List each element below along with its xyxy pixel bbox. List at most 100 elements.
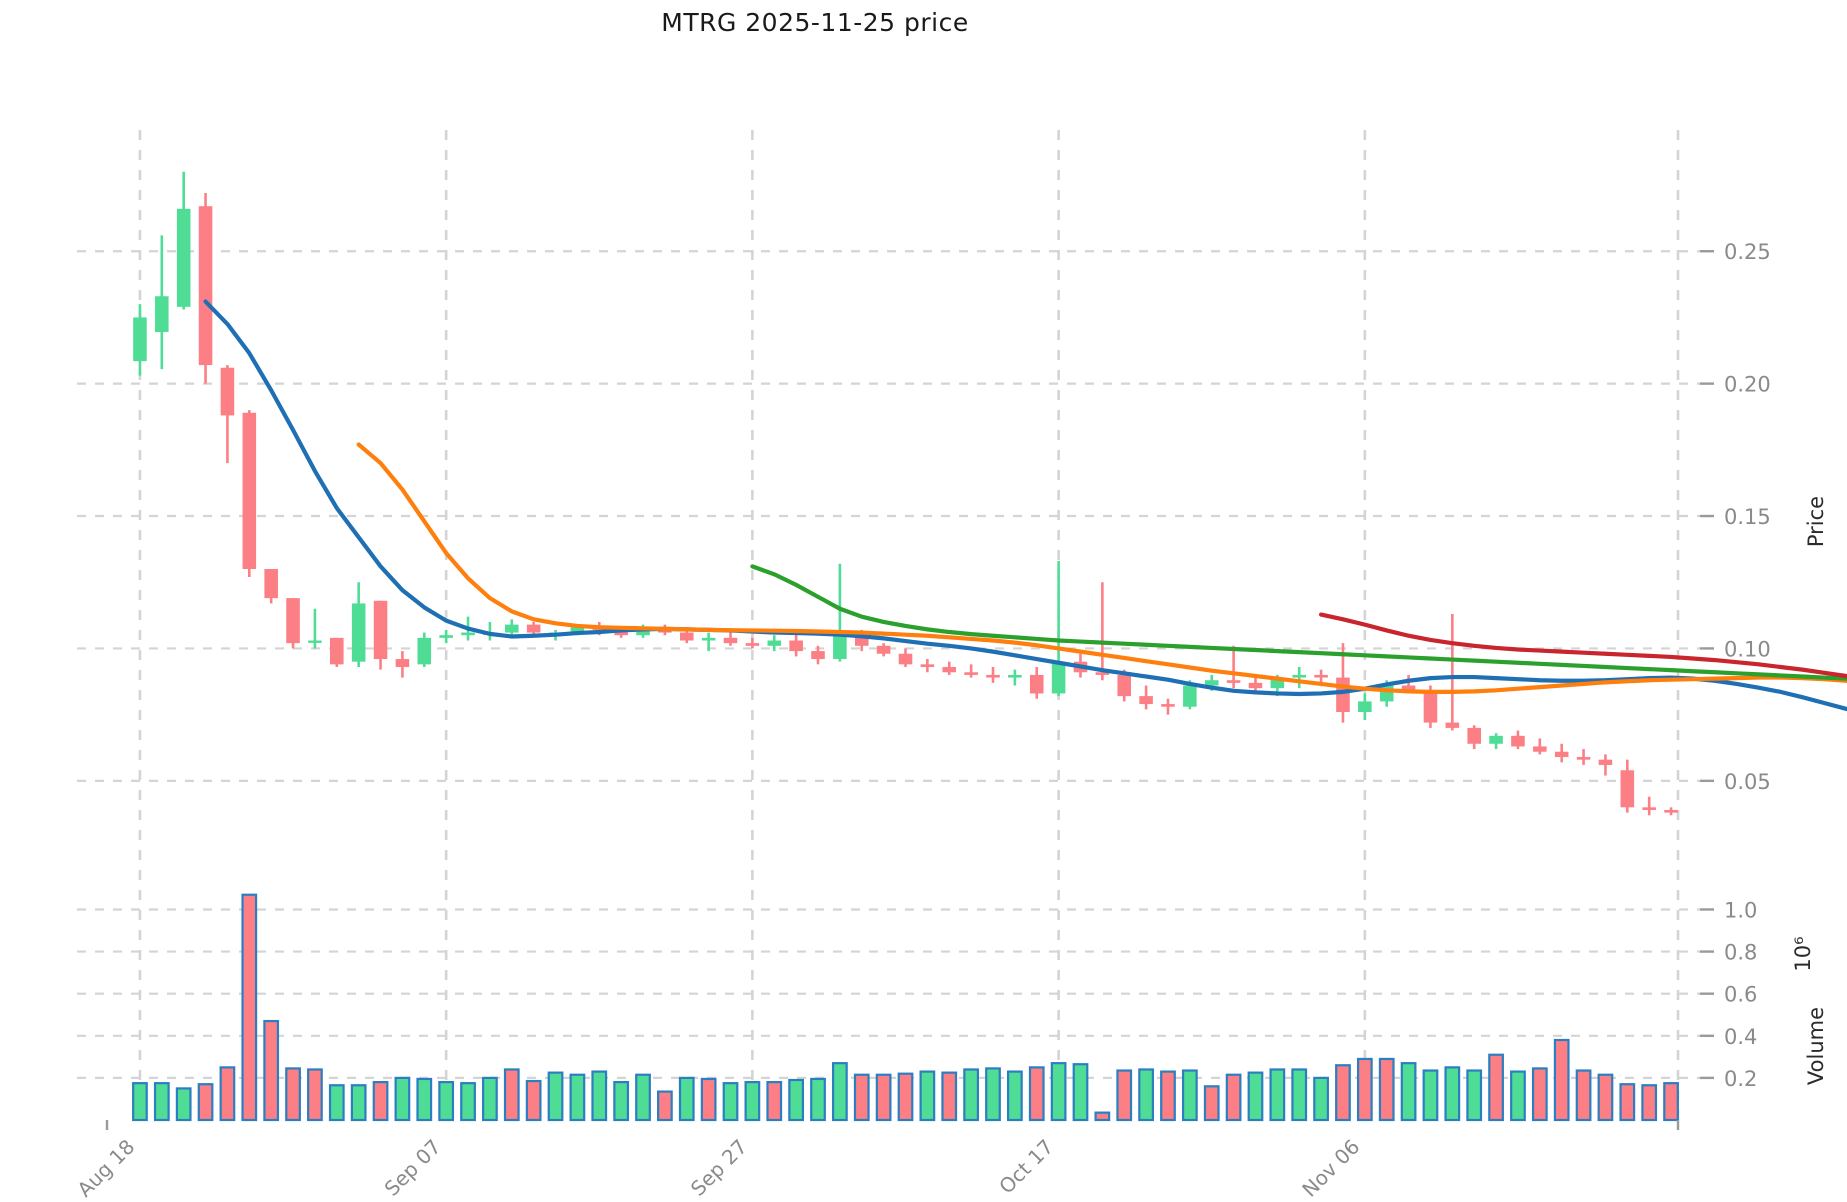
volume-bar[interactable]: [766, 1081, 783, 1122]
volume-bar[interactable]: [394, 1076, 411, 1122]
volume-bar[interactable]: [1444, 1066, 1461, 1122]
candle-body[interactable]: [264, 569, 278, 599]
candle-body[interactable]: [395, 659, 410, 667]
candle-body[interactable]: [920, 664, 935, 667]
volume-bar[interactable]: [1247, 1071, 1264, 1122]
candle-body[interactable]: [1576, 757, 1591, 760]
candle-body[interactable]: [767, 640, 782, 646]
volume-bar[interactable]: [722, 1082, 739, 1122]
candle-body[interactable]: [133, 317, 147, 362]
volume-bar[interactable]: [1225, 1073, 1242, 1122]
candle-body[interactable]: [1642, 807, 1656, 810]
candle-body[interactable]: [1270, 677, 1285, 689]
candle-body[interactable]: [942, 666, 957, 673]
volume-bar[interactable]: [788, 1078, 805, 1122]
volume-bar[interactable]: [1663, 1082, 1679, 1122]
volume-bar[interactable]: [591, 1070, 608, 1122]
volume-bar[interactable]: [1422, 1069, 1439, 1122]
volume-bar[interactable]: [569, 1073, 586, 1122]
volume-bar[interactable]: [547, 1071, 564, 1122]
candle-body[interactable]: [1620, 770, 1635, 808]
volume-bar[interactable]: [438, 1081, 455, 1122]
candle-body[interactable]: [1533, 746, 1547, 752]
volume-bar[interactable]: [635, 1073, 651, 1122]
candle-body[interactable]: [439, 635, 453, 638]
candle-body[interactable]: [789, 640, 803, 652]
volume-bar[interactable]: [1531, 1067, 1548, 1122]
volume-bar[interactable]: [1072, 1063, 1089, 1122]
volume-bar[interactable]: [744, 1081, 761, 1122]
volume-bar[interactable]: [1006, 1070, 1023, 1122]
candle-body[interactable]: [570, 627, 585, 633]
candle-body[interactable]: [1467, 727, 1481, 744]
candle-body[interactable]: [1248, 682, 1263, 689]
candle-body[interactable]: [505, 624, 519, 633]
volume-bar[interactable]: [1597, 1073, 1614, 1122]
volume-bar[interactable]: [1291, 1068, 1308, 1122]
candle-body[interactable]: [614, 629, 628, 636]
candle-body[interactable]: [1336, 677, 1350, 712]
candle-body[interactable]: [242, 412, 257, 569]
volume-bar[interactable]: [700, 1077, 717, 1122]
candle-body[interactable]: [308, 640, 322, 643]
volume-bar[interactable]: [1313, 1076, 1329, 1122]
candle-body[interactable]: [1226, 680, 1241, 683]
candle-body[interactable]: [833, 632, 847, 660]
volume-bar[interactable]: [1116, 1069, 1133, 1122]
candle-body[interactable]: [745, 643, 760, 646]
volume-bar[interactable]: [328, 1084, 345, 1122]
candle-body[interactable]: [1401, 685, 1416, 691]
candle-body[interactable]: [1139, 696, 1153, 705]
volume-bar[interactable]: [897, 1072, 914, 1122]
volume-bar[interactable]: [503, 1068, 520, 1122]
volume-bar[interactable]: [1488, 1053, 1504, 1122]
volume-bar[interactable]: [219, 1066, 236, 1122]
candle-body[interactable]: [526, 624, 541, 633]
volume-bar[interactable]: [1335, 1064, 1351, 1122]
volume-bar[interactable]: [831, 1062, 848, 1122]
candle-body[interactable]: [811, 651, 825, 660]
candle-body[interactable]: [1358, 701, 1372, 712]
candle-body[interactable]: [876, 645, 891, 654]
volume-bar[interactable]: [1269, 1068, 1286, 1122]
volume-bar[interactable]: [613, 1081, 630, 1122]
volume-bar[interactable]: [1028, 1066, 1045, 1122]
candle-body[interactable]: [701, 637, 716, 641]
candle-body[interactable]: [1051, 661, 1066, 694]
volume-bar[interactable]: [1466, 1069, 1483, 1122]
candle-body[interactable]: [679, 632, 694, 641]
volume-bar[interactable]: [657, 1090, 673, 1122]
volume-bar[interactable]: [1400, 1062, 1417, 1122]
volume-bar[interactable]: [460, 1082, 476, 1122]
candle-body[interactable]: [1664, 809, 1678, 813]
volume-bar[interactable]: [875, 1073, 892, 1122]
volume-bar[interactable]: [482, 1076, 498, 1122]
candle-body[interactable]: [964, 672, 978, 675]
candle-body[interactable]: [176, 208, 191, 307]
candle-body[interactable]: [1117, 674, 1132, 697]
volume-bar[interactable]: [416, 1077, 433, 1122]
volume-bar[interactable]: [853, 1073, 870, 1122]
volume-bar[interactable]: [1510, 1070, 1526, 1122]
volume-bar[interactable]: [263, 1019, 280, 1122]
volume-bar[interactable]: [241, 893, 258, 1122]
volume-bar[interactable]: [197, 1083, 214, 1122]
volume-bar[interactable]: [810, 1077, 826, 1122]
volume-bar[interactable]: [963, 1068, 980, 1122]
volume-bar[interactable]: [132, 1082, 148, 1122]
volume-bar[interactable]: [350, 1084, 367, 1122]
candle-body[interactable]: [1314, 674, 1328, 678]
volume-bar[interactable]: [153, 1082, 170, 1122]
volume-bar[interactable]: [307, 1068, 323, 1122]
candle-body[interactable]: [1598, 759, 1613, 765]
candle-body[interactable]: [1183, 685, 1197, 707]
candle-body[interactable]: [417, 637, 432, 665]
volume-bar[interactable]: [678, 1076, 695, 1122]
volume-bar[interactable]: [1378, 1057, 1395, 1122]
volume-bar[interactable]: [941, 1071, 958, 1122]
volume-bar[interactable]: [919, 1070, 936, 1122]
volume-bar[interactable]: [1181, 1069, 1198, 1122]
candle-body[interactable]: [330, 637, 344, 665]
candle-body[interactable]: [723, 637, 738, 644]
volume-bar[interactable]: [985, 1067, 1001, 1122]
